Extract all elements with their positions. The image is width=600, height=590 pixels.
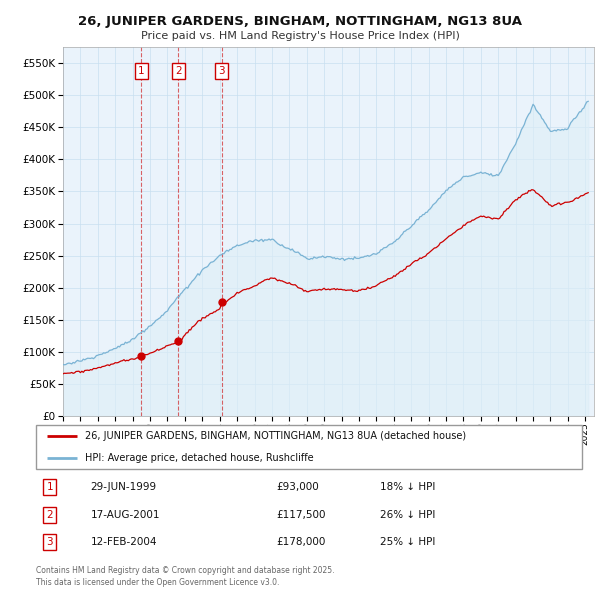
Text: £93,000: £93,000 [276,483,319,493]
Text: 3: 3 [46,537,53,547]
Text: Contains HM Land Registry data © Crown copyright and database right 2025.
This d: Contains HM Land Registry data © Crown c… [36,566,335,587]
Text: £178,000: £178,000 [276,537,326,547]
Text: HPI: Average price, detached house, Rushcliffe: HPI: Average price, detached house, Rush… [85,453,314,463]
Text: 12-FEB-2004: 12-FEB-2004 [91,537,157,547]
Text: 25% ↓ HPI: 25% ↓ HPI [380,537,436,547]
Text: 26% ↓ HPI: 26% ↓ HPI [380,510,436,520]
Text: 1: 1 [46,483,53,493]
FancyBboxPatch shape [36,425,582,469]
Text: 26, JUNIPER GARDENS, BINGHAM, NOTTINGHAM, NG13 8UA: 26, JUNIPER GARDENS, BINGHAM, NOTTINGHAM… [78,15,522,28]
Text: 3: 3 [218,66,225,76]
Text: 29-JUN-1999: 29-JUN-1999 [91,483,157,493]
Text: Price paid vs. HM Land Registry's House Price Index (HPI): Price paid vs. HM Land Registry's House … [140,31,460,41]
Text: £117,500: £117,500 [276,510,326,520]
Text: 2: 2 [175,66,182,76]
Text: 26, JUNIPER GARDENS, BINGHAM, NOTTINGHAM, NG13 8UA (detached house): 26, JUNIPER GARDENS, BINGHAM, NOTTINGHAM… [85,431,466,441]
Text: 1: 1 [138,66,145,76]
Text: 18% ↓ HPI: 18% ↓ HPI [380,483,436,493]
Text: 2: 2 [46,510,53,520]
Text: 17-AUG-2001: 17-AUG-2001 [91,510,160,520]
